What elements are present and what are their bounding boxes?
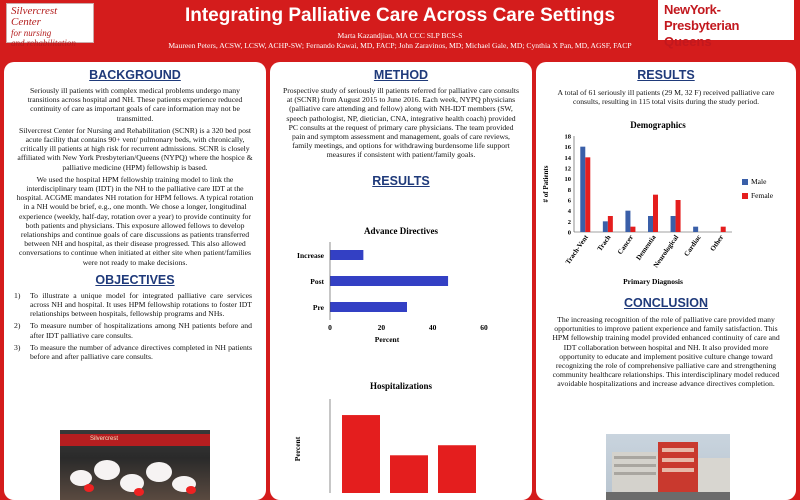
hospitalizations-chart: Hospitalizations Percent xyxy=(293,381,476,493)
tick-label: 10 xyxy=(565,176,572,183)
poster-authors: Marta Kazandjian, MA CCC SLP BCS-S Maure… xyxy=(100,31,700,51)
bar xyxy=(648,216,653,232)
tick-label: 14 xyxy=(565,155,572,162)
bar xyxy=(330,276,449,286)
bar xyxy=(330,250,364,260)
category-label: Dementia xyxy=(635,233,658,262)
awning-text: Silvercrest xyxy=(90,436,119,442)
bar xyxy=(630,226,636,232)
legend-label: Male xyxy=(751,177,767,186)
logo-left-line1: Silvercrest xyxy=(11,5,58,17)
results-heading-right: RESULTS xyxy=(637,68,695,82)
x-axis-label: Percent xyxy=(375,335,400,344)
left-column: BACKGROUND Seriously ill patients with c… xyxy=(4,62,266,500)
category-label: Cancer xyxy=(616,234,635,256)
right-column: RESULTS A total of 61 seriously ill pati… xyxy=(536,62,796,500)
bar xyxy=(330,302,407,312)
bar xyxy=(670,216,676,232)
tick-label: 0 xyxy=(328,323,332,332)
logo-right-line1: NewYork-Presbyterian xyxy=(664,2,740,33)
logo-right-line2: Queens xyxy=(664,34,712,49)
nursing-facility-photo: Silvercrest xyxy=(60,430,210,500)
tick-label: 60 xyxy=(480,323,488,332)
tick-label: 18 xyxy=(565,134,572,141)
tick-label: 16 xyxy=(565,144,572,151)
bar xyxy=(675,200,681,232)
objectives-list: 1) To illustrate a unique model for integ… xyxy=(4,291,266,361)
chart-title: Hospitalizations xyxy=(370,381,433,391)
legend-swatch xyxy=(742,193,748,199)
tick-label: 20 xyxy=(378,323,386,332)
logo-left-line3: for nursing xyxy=(11,28,52,38)
background-paragraph-2: Silvercrest Center for Nursing and Rehab… xyxy=(17,125,253,172)
tick-label: 2 xyxy=(568,219,571,226)
middle-column: METHOD Prospective study of seriously il… xyxy=(270,62,532,500)
objective-item: 2) To measure number of hospitalizations … xyxy=(14,321,252,340)
tick-label: 8 xyxy=(568,187,572,194)
nyp-queens-logo: NewYork-Presbyterian Queens xyxy=(658,0,794,49)
logo-left-line4: and rehabilitation xyxy=(11,38,76,48)
category-label: Pre xyxy=(313,303,325,312)
background-paragraph-1: Seriously ill patients with complex medi… xyxy=(27,86,243,123)
logo-left-line2: Center xyxy=(11,16,41,28)
hospital-building-photo xyxy=(606,434,730,500)
category-label: Increase xyxy=(297,251,325,260)
tick-label: 0 xyxy=(568,230,571,237)
category-label: Trach xyxy=(596,233,613,252)
objective-item: 1) To illustrate a unique model for integ… xyxy=(14,290,252,319)
method-heading: METHOD xyxy=(373,68,429,82)
chart-title: Advance Directives xyxy=(364,226,439,236)
bar xyxy=(390,455,428,493)
objectives-heading: OBJECTIVES xyxy=(95,272,175,287)
category-label: Trach-Vent xyxy=(564,233,590,266)
conclusion-text: The increasing recognition of the role o… xyxy=(552,315,780,389)
silvercrest-logo: Silvercrest Center for nursing and rehab… xyxy=(6,3,94,48)
legend-swatch xyxy=(742,179,748,185)
y-axis-label: Percent xyxy=(293,436,302,461)
authors-line1: Marta Kazandjian, MA CCC SLP BCS-S xyxy=(337,31,463,40)
bar xyxy=(602,221,608,232)
objective-item: 3) To measure the number of advance direc… xyxy=(14,342,252,362)
y-axis-label: # of Patients xyxy=(542,165,550,202)
results-heading-middle: RESULTS xyxy=(372,173,430,188)
category-label: Post xyxy=(310,277,324,286)
bar xyxy=(607,216,613,232)
bar xyxy=(653,194,658,232)
legend-label: Female xyxy=(751,191,774,200)
bar xyxy=(342,415,380,493)
bar xyxy=(693,226,699,232)
poster-title: Integrating Palliative Care Across Care … xyxy=(184,5,616,26)
bar xyxy=(720,226,726,232)
x-axis-label: Primary Diagnosis xyxy=(623,277,683,286)
awning xyxy=(60,434,210,446)
method-text: Prospective study of seriously ill patie… xyxy=(282,86,520,160)
chart-title: Demographics xyxy=(630,120,686,130)
demographics-chart: Demographics # of Patients 0 2 4 6 8 10 12 14 16 18… xyxy=(542,120,774,286)
background-heading: BACKGROUND xyxy=(89,68,181,82)
bar xyxy=(580,146,586,232)
conclusion-heading: CONCLUSION xyxy=(623,296,709,310)
category-label: Cardiac xyxy=(682,234,702,258)
bar xyxy=(625,210,631,232)
tick-label: 12 xyxy=(565,166,572,173)
advance-directives-chart: Advance Directives Increase Post Pre 0 20 40 60… xyxy=(297,226,488,344)
results-summary: A total of 61 seriously ill patients (29… xyxy=(557,88,775,107)
bar xyxy=(585,157,591,232)
poster-header: Silvercrest Center for nursing and rehab… xyxy=(0,0,800,62)
tick-label: 6 xyxy=(568,198,572,205)
background-paragraph-3: We used the hospital HPM fellowship trai… xyxy=(16,174,254,267)
category-label: Other xyxy=(709,234,726,253)
tick-label: 40 xyxy=(429,323,437,332)
bar xyxy=(438,445,476,493)
authors-line2: Maureen Peters, ACSW, LCSW, ACHP-SW; Fer… xyxy=(168,41,632,50)
tick-label: 4 xyxy=(568,208,572,215)
